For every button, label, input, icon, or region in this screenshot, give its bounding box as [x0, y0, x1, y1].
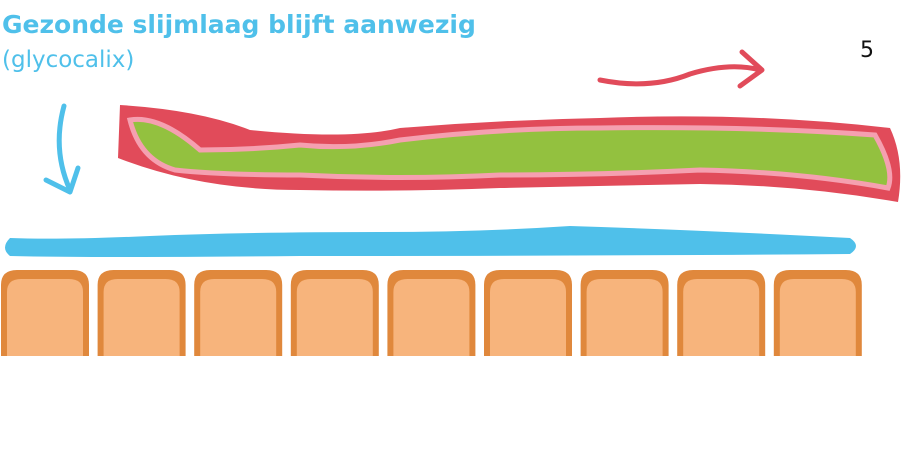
arrow-head: [43, 165, 81, 195]
cell-body: [200, 279, 277, 356]
arrow-down: [56, 103, 73, 193]
cell-body: [683, 279, 760, 356]
cell-body: [296, 279, 373, 356]
cell-body: [586, 279, 663, 356]
cell-body: [7, 279, 83, 356]
mucus-layer: [5, 226, 856, 257]
arrow-head: [737, 49, 765, 89]
cell-body: [490, 279, 566, 356]
bacterium-core: [126, 116, 893, 191]
subtitle: (glycocalix): [2, 47, 135, 73]
cells: [1, 270, 862, 356]
cell-body: [779, 279, 856, 356]
title: Gezonde slijmlaag blijft aanwezig: [2, 10, 476, 39]
cell-body: [393, 279, 470, 356]
cell-body: [103, 279, 180, 356]
arrow-right: [597, 64, 763, 87]
page-number: 5: [860, 38, 874, 63]
